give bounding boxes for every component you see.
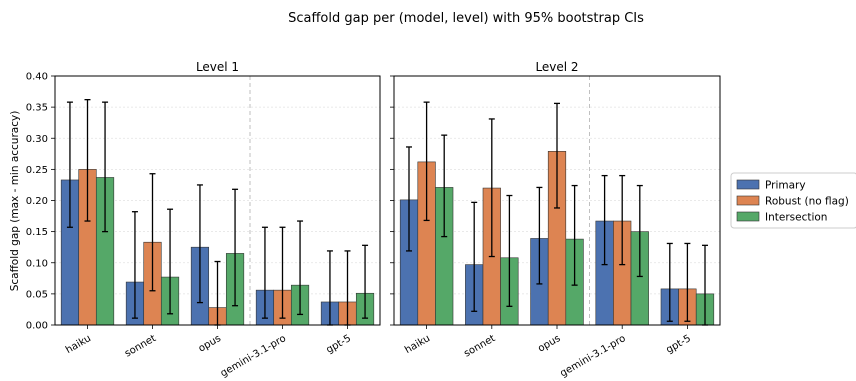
panel-title: Level 1	[196, 60, 239, 74]
panels: Level 1 0.00 0.05 0.10 0.15 0.20 0.25 0.30 0.35 0…	[26, 60, 720, 379]
y-tick-label: 0.40	[26, 72, 48, 83]
y-tick-label: 0.00	[26, 321, 48, 332]
x-tick-label: opus	[197, 333, 223, 355]
legend-swatch	[737, 212, 759, 221]
x-tick-label: sonnet	[462, 333, 497, 360]
y-tick-label: 0.05	[26, 289, 48, 300]
x-tick-label: haiku	[64, 333, 93, 356]
legend-label: Robust (no flag)	[765, 196, 849, 208]
x-tick-label: gemini-3.1-pro	[558, 333, 627, 379]
legend: Primary Robust (no flag) Intersection	[731, 173, 856, 228]
figure-suptitle: Scaffold gap per (model, level) with 95%…	[288, 11, 644, 26]
y-tick-label: 0.25	[26, 165, 48, 176]
y-tick-label: 0.30	[26, 134, 48, 145]
y-tick-label: 0.10	[26, 258, 48, 269]
x-tick-label: gpt-5	[324, 333, 353, 356]
y-axis-label: Scaffold gap (max - min accuracy)	[9, 111, 21, 292]
legend-label: Intersection	[765, 212, 827, 224]
x-tick-label: opus	[536, 333, 562, 355]
legend-swatch	[737, 196, 759, 205]
series-robust-no-flag	[418, 102, 696, 325]
x-tick-label: gpt-5	[664, 333, 693, 356]
x-tick-label: sonnet	[123, 333, 158, 360]
y-tick-label: 0.15	[26, 227, 48, 238]
panel-title: Level 2	[535, 60, 578, 74]
series-robust-no-flag	[79, 100, 357, 325]
legend-swatch	[737, 180, 759, 189]
legend-label: Primary	[765, 180, 806, 192]
panel-1: Level 1 0.00 0.05 0.10 0.15 0.20 0.25 0.30 0.35 0…	[26, 60, 380, 379]
x-tick-label: haiku	[403, 333, 432, 356]
y-tick-label: 0.20	[26, 196, 48, 207]
y-tick-label: 0.35	[26, 103, 48, 114]
x-tick-label: gemini-3.1-pro	[219, 333, 288, 379]
